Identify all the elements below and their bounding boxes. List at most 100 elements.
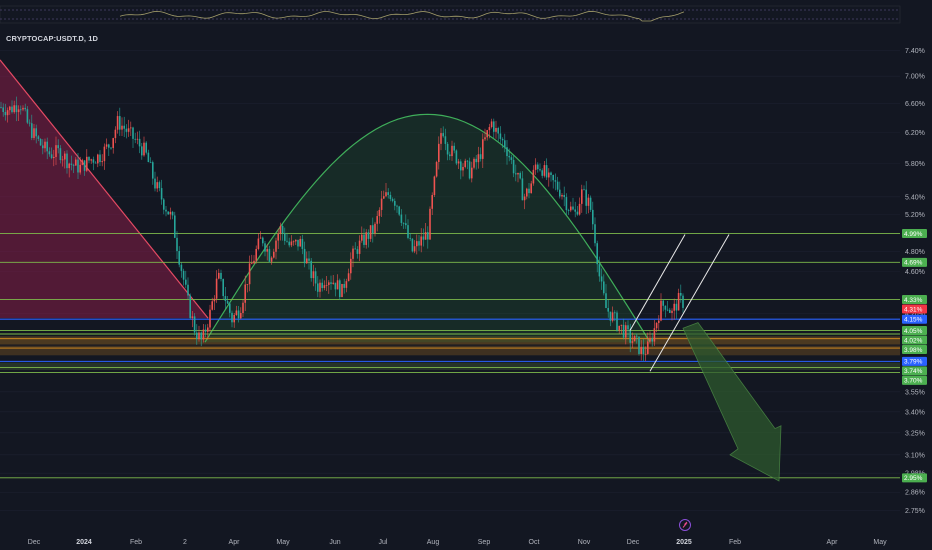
- candle-body: [193, 316, 196, 333]
- y-tick-label: 3.40%: [905, 409, 925, 416]
- candle-body: [64, 153, 66, 160]
- candle-body: [457, 161, 460, 164]
- candle-body: [598, 264, 601, 277]
- candle-body: [633, 335, 636, 342]
- candle-body: [112, 138, 114, 148]
- candle-body: [246, 284, 249, 285]
- y-tick-label: 2.75%: [905, 508, 925, 515]
- candle-body: [664, 305, 667, 310]
- candle-body: [675, 303, 678, 311]
- candle-body: [339, 280, 341, 298]
- candle-body: [0, 107, 2, 108]
- candle-body: [539, 169, 541, 171]
- price-axis[interactable]: 7.40% 7.00% 6.60% 6.20% 5.80% 5.40% 5.20% 4.80%…: [905, 48, 925, 515]
- candle-body: [376, 216, 378, 224]
- time-axis[interactable]: Dec 2024 Feb 2 Apr May Jun Jul Aug Sep Oct Nov Dec 20…: [28, 539, 887, 546]
- candle-body: [268, 249, 271, 262]
- candle-body: [242, 302, 244, 314]
- candle-body: [39, 138, 42, 146]
- candle-body: [156, 182, 158, 189]
- candle-body: [387, 192, 389, 195]
- candle-body: [622, 324, 625, 338]
- candle-body: [119, 116, 121, 130]
- candle-body: [486, 130, 488, 138]
- candle-body: [147, 152, 150, 163]
- candle-body: [479, 154, 482, 159]
- candle-body: [475, 158, 477, 163]
- candle-body: [224, 296, 227, 302]
- candle-body: [2, 107, 4, 112]
- candle-body: [383, 196, 385, 199]
- candle-body: [35, 128, 37, 137]
- oscillator-panel: [0, 5, 901, 24]
- candle-body: [545, 165, 548, 178]
- candle-body: [495, 128, 497, 132]
- candle-body: [658, 320, 660, 323]
- x-tick-label: 2025: [676, 539, 692, 546]
- candle-body: [627, 325, 629, 330]
- candle-body: [185, 279, 187, 285]
- candle-body: [409, 237, 411, 239]
- candle-body: [202, 329, 205, 340]
- candle-body: [413, 246, 416, 252]
- candle-body: [26, 109, 29, 123]
- candle-body: [607, 307, 609, 312]
- candle-body: [453, 145, 455, 151]
- x-tick-label: Jul: [379, 539, 388, 546]
- wedge-line: [0, 59, 209, 319]
- candle-body: [438, 143, 440, 162]
- price-badge-label: 4.15%: [904, 317, 923, 324]
- y-tick-label: 4.80%: [905, 249, 925, 256]
- candle-body: [385, 192, 387, 197]
- candle-body: [603, 281, 605, 294]
- candle-body: [455, 150, 458, 164]
- candle-body: [680, 292, 682, 296]
- candle-body: [222, 279, 224, 297]
- tradingview-flash-icon[interactable]: [679, 519, 691, 531]
- candle-body: [325, 284, 328, 286]
- falling-wedge: [0, 59, 209, 319]
- support-zones: [0, 336, 900, 371]
- candle-body: [88, 156, 90, 161]
- candle-body: [204, 329, 207, 332]
- orange-zone: [0, 336, 900, 345]
- candle-body: [97, 154, 99, 164]
- candle-body: [277, 233, 279, 241]
- price-badge: [902, 366, 927, 376]
- candle-body: [532, 169, 535, 184]
- candle-body: [442, 133, 444, 137]
- candle-body: [226, 301, 229, 304]
- candle-body: [121, 125, 123, 130]
- candle-body: [4, 111, 7, 116]
- candle-body: [570, 206, 572, 211]
- candle-body: [220, 272, 222, 280]
- price-badge: [902, 335, 927, 345]
- candle-body: [334, 282, 337, 290]
- candle-body: [187, 284, 189, 296]
- candle-body: [358, 240, 361, 254]
- candle-body: [655, 322, 658, 329]
- oscillator-line: [119, 10, 685, 22]
- candle-body: [649, 338, 651, 342]
- price-badge: [902, 345, 927, 355]
- candle-body: [248, 263, 251, 285]
- candle-body: [299, 238, 301, 247]
- candle-body: [286, 240, 288, 242]
- x-tick-label: May: [873, 539, 887, 546]
- candle-body: [565, 197, 568, 211]
- y-tick-label: 3.25%: [905, 430, 925, 437]
- candle-body: [398, 206, 400, 215]
- candle-body: [446, 143, 449, 155]
- candle-body: [515, 173, 517, 175]
- x-tick-label: May: [276, 539, 290, 546]
- candle-body: [152, 162, 154, 179]
- candle-body: [130, 127, 132, 129]
- candle-body: [68, 163, 70, 169]
- candle-body: [594, 224, 596, 244]
- candle-body: [301, 238, 304, 249]
- candle-body: [160, 188, 163, 200]
- candle-body: [642, 347, 645, 355]
- candle-body: [266, 249, 268, 252]
- candle-body: [600, 276, 603, 282]
